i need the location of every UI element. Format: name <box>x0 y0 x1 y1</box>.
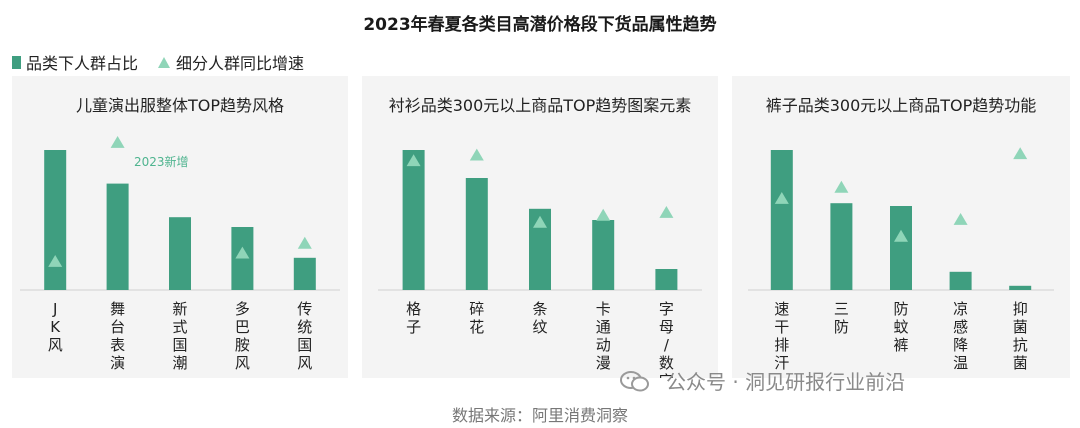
growth-marker <box>533 215 547 228</box>
panel-2-chart: 格子 碎花 条纹 卡通动漫 字母/数字/文字 <box>378 148 702 378</box>
category-label: 三防 <box>834 300 849 336</box>
bar <box>169 217 191 290</box>
panel-2-title: 衬衫品类300元以上商品TOP趋势图案元素 <box>388 96 692 115</box>
legend-marker-swatch <box>158 56 171 68</box>
bar <box>529 208 551 290</box>
bar <box>655 269 678 290</box>
bar <box>465 178 488 290</box>
growth-marker <box>297 236 312 249</box>
growth-marker <box>48 255 63 267</box>
category-label: 防蚊裤 <box>893 300 908 354</box>
growth-marker <box>774 192 789 204</box>
annotation-label: 2023新增 <box>134 154 189 169</box>
category-label: 碎花 <box>469 300 484 336</box>
bar <box>1009 285 1032 290</box>
growth-marker <box>110 136 125 148</box>
category-label: 字母/数字/文字 <box>659 300 674 378</box>
legend-bar-swatch <box>12 55 21 69</box>
category-label: 卡通动漫 <box>596 300 611 372</box>
bar <box>106 183 129 290</box>
watermark: 公众号 · 洞见研报行业前沿 <box>620 366 905 395</box>
growth-marker <box>953 213 968 225</box>
bar <box>44 150 67 290</box>
category-label: 传统国风 <box>297 300 312 372</box>
panel-3-title: 裤子品类300元以上商品TOP趋势功能 <box>765 96 1037 115</box>
category-label: 抑菌抗菌 <box>1013 300 1028 372</box>
growth-marker <box>406 154 421 167</box>
category-label: 新式国潮 <box>172 300 187 372</box>
growth-marker <box>596 208 611 221</box>
legend-bar-label: 品类下人群占比 <box>26 54 139 73</box>
category-label: 速干排汗 <box>774 300 789 372</box>
chart-title: 2023年春夏各类目高潜价格段下货品属性趋势 <box>363 15 717 35</box>
growth-marker <box>235 246 250 259</box>
legend: 品类下人群占比 细分人群同比增速 <box>12 50 304 74</box>
growth-marker <box>894 229 908 242</box>
panel-3: 裤子品类300元以上商品TOP趋势功能 速干排汗 三防 防蚊裤 凉感降温 抑菌抗菌 <box>732 76 1070 378</box>
bar <box>402 150 425 290</box>
bar <box>293 257 316 290</box>
category-label: 格子 <box>406 300 421 336</box>
category-label: 凉感降温 <box>953 300 968 372</box>
panel-3-chart: 速干排汗 三防 防蚊裤 凉感降温 抑菌抗菌 <box>748 147 1054 372</box>
source-note: 数据来源：阿里消费洞察 <box>451 406 628 425</box>
category-label: 条纹 <box>532 300 547 336</box>
growth-marker <box>1013 147 1028 160</box>
category-label: 多巴胺风 <box>235 300 250 372</box>
panel-1-chart: J K 风 舞台表演 新式国潮 多巴胺风 传统国风 2023新增 <box>20 136 340 372</box>
bar <box>592 220 615 290</box>
growth-marker <box>469 148 484 161</box>
panel-1-title: 儿童演出服整体TOP趋势风格 <box>75 96 285 115</box>
panel-2: 衬衫品类300元以上商品TOP趋势图案元素 格子 碎花 条纹 卡通动漫 字母/数字/文字 <box>362 76 718 378</box>
legend-marker-label: 细分人群同比增速 <box>176 54 305 73</box>
category-label: 舞台表演 <box>110 300 125 372</box>
growth-marker <box>834 180 849 193</box>
bar <box>949 271 972 290</box>
bar <box>890 206 912 290</box>
panel-1: 儿童演出服整体TOP趋势风格 J K 风 舞台表演 新式国潮 多巴胺风 传统国风 2023新增 <box>12 76 348 378</box>
watermark-text: 公众号 · 洞见研报行业前沿 <box>666 370 906 394</box>
bar <box>830 203 853 290</box>
bar <box>770 150 793 290</box>
growth-marker <box>659 206 674 218</box>
wechat-icon <box>620 370 650 392</box>
